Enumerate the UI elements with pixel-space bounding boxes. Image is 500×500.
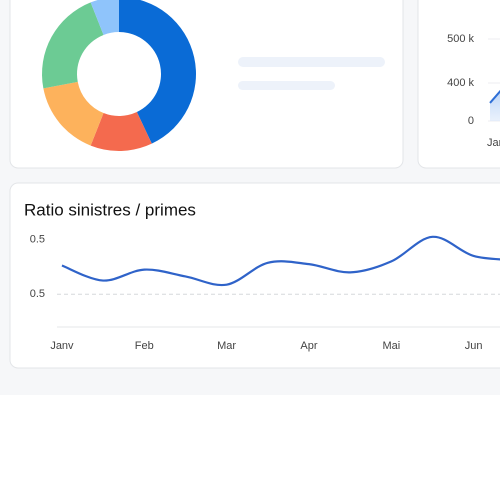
x-tick-label: Mai	[382, 340, 400, 352]
x-tick-label: Jun	[465, 340, 483, 352]
y-tick-label: 0.5	[30, 288, 45, 300]
x-tick-label: Apr	[300, 340, 317, 352]
y-tick-label: 400 k	[447, 77, 474, 89]
donut-segment	[90, 112, 152, 151]
donut-segment	[43, 81, 104, 146]
line	[489, 89, 500, 104]
x-tick-label: Janv	[50, 340, 74, 352]
x-tick-label: Janv	[487, 137, 500, 149]
x-tick-label: Feb	[135, 340, 154, 352]
donut-segment	[41, 2, 104, 89]
card	[417, 0, 500, 169]
line	[61, 235, 500, 287]
donut-segment	[90, 0, 119, 35]
y-tick-label: 0.5	[30, 233, 45, 245]
card	[9, 182, 500, 369]
donut-segment	[119, 0, 196, 144]
y-tick-label: 500 k	[447, 33, 474, 45]
skeleton-line	[238, 57, 385, 67]
skeleton-line	[238, 81, 335, 90]
chart-title: Ratio sinistres / primes	[24, 200, 196, 219]
area	[490, 91, 500, 121]
y-tick-label: 0	[468, 115, 474, 127]
x-tick-label: Mar	[217, 340, 236, 352]
